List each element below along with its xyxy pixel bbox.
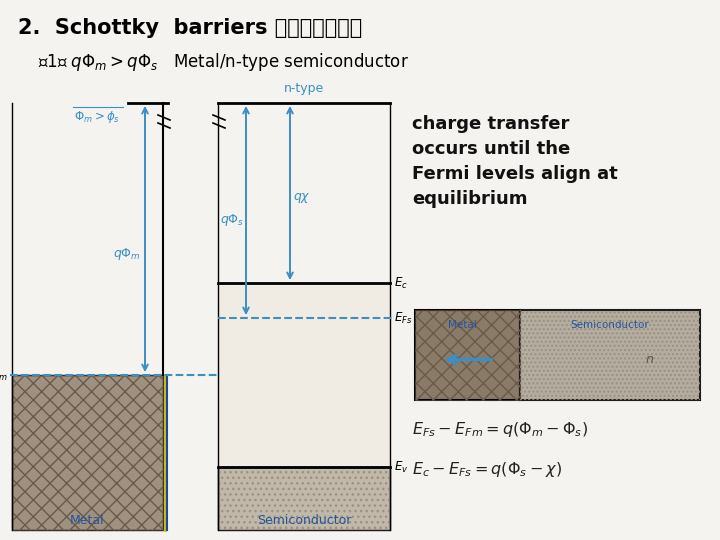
Bar — [218, 467, 390, 530]
Bar — [218, 467, 390, 530]
Text: Metal: Metal — [70, 514, 105, 526]
Bar — [415, 310, 521, 400]
Text: $q\Phi_s$: $q\Phi_s$ — [220, 213, 244, 228]
Bar — [218, 283, 390, 467]
Text: charge transfer
occurs until the
Fermi levels align at
equilibrium: charge transfer occurs until the Fermi l… — [412, 115, 618, 208]
Text: $E_{Fm}$: $E_{Fm}$ — [0, 367, 8, 382]
Bar — [415, 310, 521, 400]
Text: Semiconductor: Semiconductor — [571, 320, 649, 330]
Text: $E_{Fs}$: $E_{Fs}$ — [394, 310, 413, 326]
Text: $E_c - E_{Fs} = q(\Phi_s - \chi)$: $E_c - E_{Fs} = q(\Phi_s - \chi)$ — [412, 460, 562, 479]
Bar — [12, 375, 163, 530]
Bar — [521, 310, 700, 400]
Text: $q\Phi_m$: $q\Phi_m$ — [113, 246, 141, 262]
Text: （1） $q\Phi_m>q\Phi_s$   Metal/n-type semiconductor: （1） $q\Phi_m>q\Phi_s$ Metal/n-type semic… — [38, 51, 409, 73]
Text: $E_c$: $E_c$ — [394, 275, 408, 291]
Text: Metal: Metal — [448, 320, 477, 330]
Text: Semiconductor: Semiconductor — [257, 514, 351, 526]
Bar — [521, 310, 700, 400]
Bar — [12, 375, 163, 530]
Text: $q\chi$: $q\chi$ — [293, 191, 311, 205]
Text: 2.  Schottky  barriers （肖特基势垒）: 2. Schottky barriers （肖特基势垒） — [18, 18, 362, 38]
Text: $E_{Fs} - E_{Fm} = q(\Phi_m - \Phi_s)$: $E_{Fs} - E_{Fm} = q(\Phi_m - \Phi_s)$ — [412, 420, 588, 439]
Text: n: n — [646, 353, 654, 366]
Text: $\Phi_m > \phi_s$: $\Phi_m > \phi_s$ — [74, 109, 120, 125]
Text: n-type: n-type — [284, 82, 324, 95]
Text: $E_v$: $E_v$ — [394, 460, 408, 475]
